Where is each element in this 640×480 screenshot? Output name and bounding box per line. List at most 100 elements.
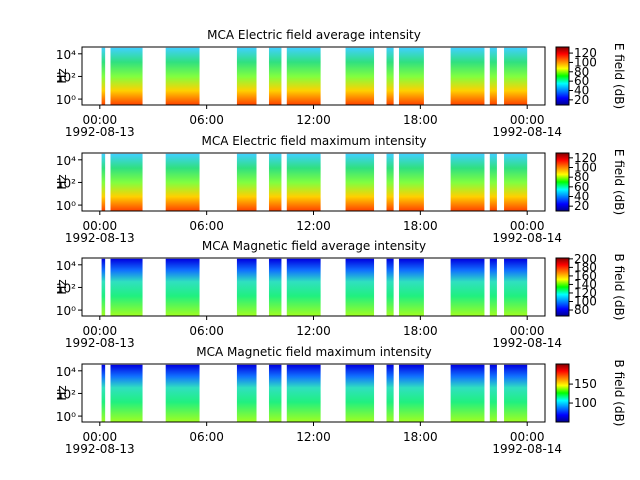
data-segment [504,364,528,423]
data-segment [504,153,528,212]
data-segment [101,258,106,317]
y-tick-label: 10² [56,70,76,84]
colorbar-label: E field (dB) [612,149,626,215]
data-segment [386,258,394,317]
y-tick-label: 10⁴ [56,154,76,168]
colorbar [555,46,570,106]
colorbar-tick-label: 40 [574,190,589,204]
data-segment [386,47,394,106]
x-tick-label: 00:00 [510,324,545,338]
x-date-label: 1992-08-14 [492,442,562,456]
x-tick-label: 18:00 [403,430,438,444]
colorbar-tick-label: 80 [574,303,589,317]
panel-title: MCA Electric field maximum intensity [201,134,426,148]
colorbar-tick-label: 180 [574,260,597,274]
colorbar-tick-label: 60 [574,74,589,88]
data-segment [110,364,143,423]
x-tick-label: 12:00 [296,324,331,338]
x-tick-label: 18:00 [403,219,438,233]
x-date-label: 1992-08-13 [65,231,135,245]
x-tick-label: 00:00 [510,219,545,233]
colorbar-tick-label: 100 [574,396,597,410]
data-segment [286,258,321,317]
x-tick-label: 00:00 [83,113,118,127]
y-axis-label: Hz [55,174,69,189]
data-segment [268,258,282,317]
data-segment [101,153,106,212]
colorbar-tick-label: 60 [574,180,589,194]
y-tick-label: 10⁰ [56,410,76,424]
x-tick-label: 06:00 [189,219,224,233]
x-tick-label: 00:00 [510,113,545,127]
x-date-label: 1992-08-13 [65,125,135,139]
data-segment [286,47,321,106]
y-tick-label: 10⁰ [56,93,76,107]
colorbar-label: B field (dB) [612,360,626,427]
x-tick-label: 06:00 [189,113,224,127]
x-date-label: 1992-08-14 [492,231,562,245]
data-segment [165,47,200,106]
data-segment [489,258,497,317]
x-tick-label: 00:00 [83,219,118,233]
x-date-label: 1992-08-13 [65,442,135,456]
data-segment [236,258,257,317]
data-segment [110,258,143,317]
colorbar [555,152,570,212]
y-tick-label: 10⁰ [56,199,76,213]
colorbar-tick-label: 40 [574,84,589,98]
data-segment [268,364,282,423]
x-date-label: 1992-08-13 [65,336,135,350]
data-segment [345,258,375,317]
colorbar [555,257,570,317]
x-tick-label: 12:00 [296,219,331,233]
data-segment [345,47,375,106]
data-segment [504,47,528,106]
y-tick-label: 10² [56,176,76,190]
x-tick-label: 00:00 [83,430,118,444]
panel-title: MCA Electric field average intensity [207,28,421,42]
data-segment [504,258,528,317]
y-tick-label: 10² [56,387,76,401]
y-axis-label: Hz [55,385,69,400]
colorbar-tick-label: 200 [574,252,597,266]
colorbar-tick-label: 150 [574,377,597,391]
data-segment [398,258,424,317]
data-segment [165,364,200,423]
data-segment [450,258,485,317]
data-segment [398,364,424,423]
colorbar-tick-label: 100 [574,161,597,175]
colorbar-tick-label: 80 [574,65,589,79]
data-segment [236,153,257,212]
data-segment [386,153,394,212]
x-date-label: 1992-08-14 [492,125,562,139]
data-segment [110,47,143,106]
colorbar-tick-label: 120 [574,46,597,60]
colorbar-label: E field (dB) [612,43,626,109]
data-segment [450,153,485,212]
data-segment [236,364,257,423]
colorbar-tick-label: 120 [574,151,597,165]
colorbar-tick-label: 120 [574,286,597,300]
data-segment [386,364,394,423]
data-segment [398,153,424,212]
colorbar-label: B field (dB) [612,254,626,321]
data-segment [268,153,282,212]
data-segment [101,47,106,106]
x-tick-label: 06:00 [189,430,224,444]
data-segment [489,153,497,212]
x-tick-label: 00:00 [83,324,118,338]
x-tick-label: 12:00 [296,113,331,127]
y-tick-label: 10⁴ [56,259,76,273]
colorbar-tick-label: 20 [574,199,589,213]
colorbar-tick-label: 100 [574,55,597,69]
data-segment [286,153,321,212]
data-segment [450,364,485,423]
y-tick-label: 10⁰ [56,304,76,318]
colorbar-tick-label: 100 [574,295,597,309]
y-axis-label: Hz [55,279,69,294]
y-axis-label: Hz [55,68,69,83]
x-tick-label: 00:00 [510,430,545,444]
data-segment [489,364,497,423]
data-segment [165,153,200,212]
data-segment [286,364,321,423]
